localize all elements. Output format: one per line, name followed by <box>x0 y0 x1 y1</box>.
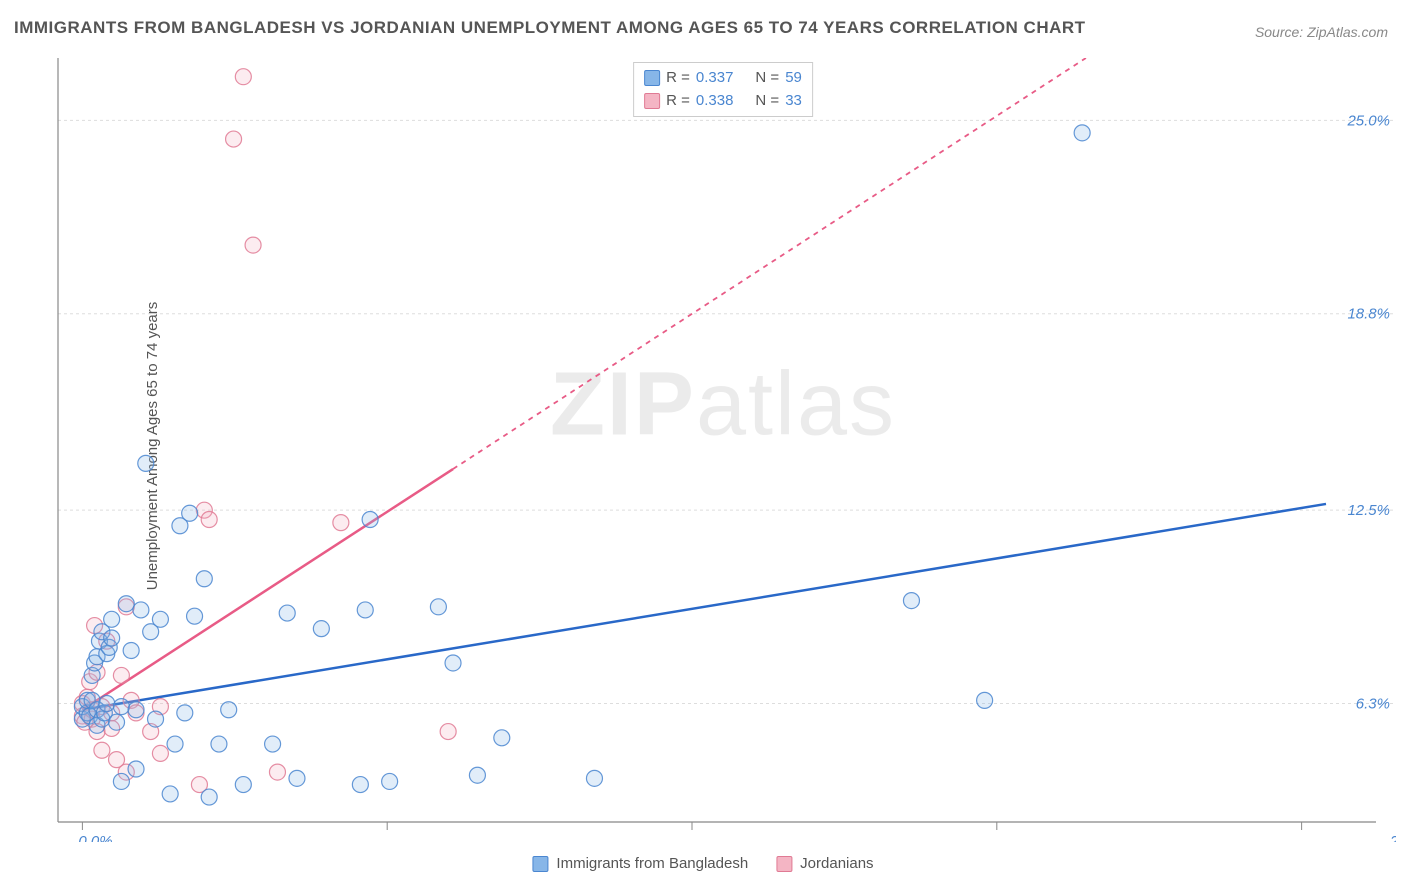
chart-title: IMMIGRANTS FROM BANGLADESH VS JORDANIAN … <box>14 18 1086 38</box>
svg-text:18.8%: 18.8% <box>1347 306 1390 323</box>
stats-legend: R = 0.337 N = 59 R = 0.338 N = 33 <box>633 62 813 117</box>
stats-row-1: R = 0.337 N = 59 <box>644 67 802 90</box>
legend-label: Immigrants from Bangladesh <box>556 855 748 872</box>
svg-text:25.0%: 25.0% <box>1389 833 1396 842</box>
legend-label: Jordanians <box>800 855 873 872</box>
swatch-series1 <box>532 856 548 872</box>
source-label: Source: ZipAtlas.com <box>1255 24 1388 40</box>
svg-text:ZIPatlas: ZIPatlas <box>550 354 896 454</box>
plot-area: 6.3% 12.5% 18.8% 25.0% 0.0% 25.0% ZIPatlas R =… <box>50 58 1396 842</box>
n-label: N = <box>755 67 779 90</box>
n-value: 33 <box>785 90 802 113</box>
n-label: N = <box>755 90 779 113</box>
legend-item-2: Jordanians <box>776 855 873 872</box>
swatch-series2 <box>776 856 792 872</box>
stats-row-2: R = 0.338 N = 33 <box>644 90 802 113</box>
r-label: R = <box>666 67 690 90</box>
n-value: 59 <box>785 67 802 90</box>
svg-text:25.0%: 25.0% <box>1346 112 1390 129</box>
r-value: 0.337 <box>696 67 734 90</box>
swatch-series1 <box>644 70 660 86</box>
svg-text:0.0%: 0.0% <box>78 833 112 842</box>
r-label: R = <box>666 90 690 113</box>
series-legend: Immigrants from Bangladesh Jordanians <box>532 855 873 872</box>
correlation-chart: IMMIGRANTS FROM BANGLADESH VS JORDANIAN … <box>0 0 1406 892</box>
scatter-plot-svg: 6.3% 12.5% 18.8% 25.0% 0.0% 25.0% ZIPatlas <box>50 58 1396 842</box>
legend-item-1: Immigrants from Bangladesh <box>532 855 748 872</box>
svg-text:12.5%: 12.5% <box>1347 502 1390 519</box>
swatch-series2 <box>644 93 660 109</box>
svg-text:6.3%: 6.3% <box>1356 696 1390 713</box>
r-value: 0.338 <box>696 90 734 113</box>
